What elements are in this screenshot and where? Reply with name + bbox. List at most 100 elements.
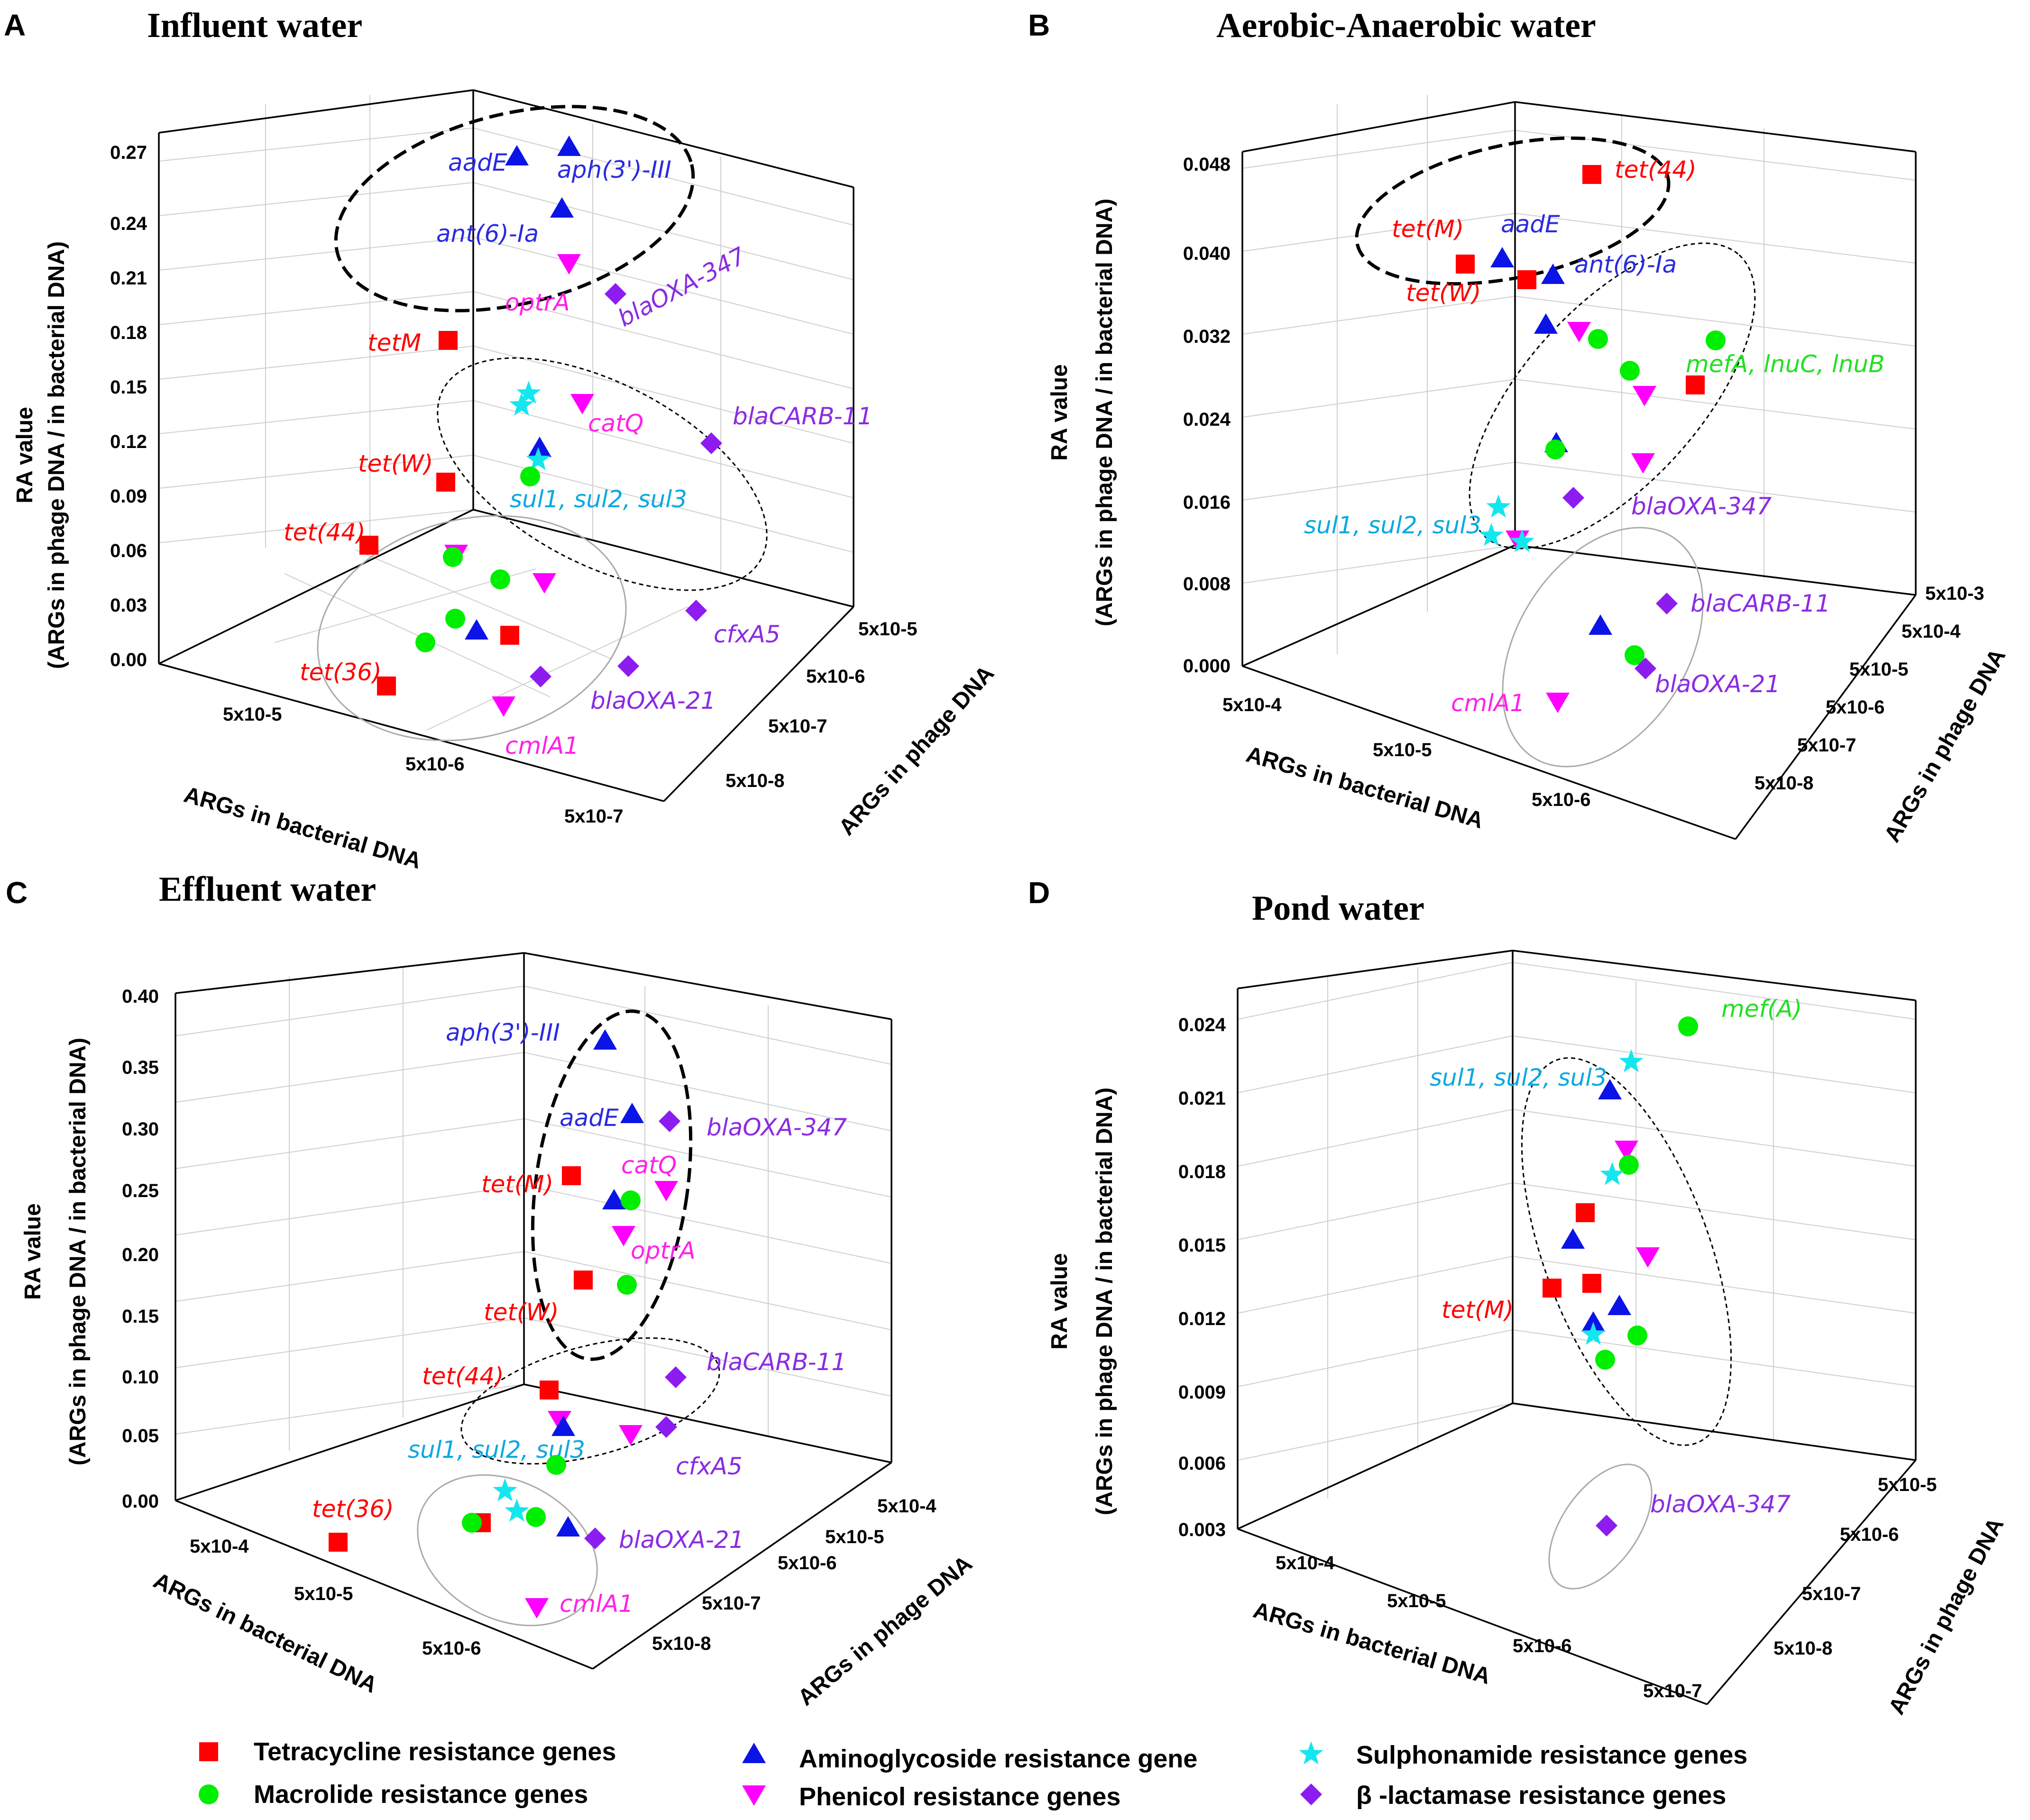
gene-label: sul1, sul2, sul3	[1304, 512, 1481, 539]
panel-d-grid	[1237, 962, 1916, 1498]
legend-label: Sulphonamide resistance genes	[1356, 1741, 1747, 1769]
z-axis-label: RA value	[12, 407, 37, 503]
gene-label: tet(W)	[1406, 279, 1481, 307]
gene-label: blaOXA-21	[590, 687, 716, 714]
panel-d-z-ticks: 0.003 0.006 0.009 0.012 0.015 0.018 0.02…	[1178, 1015, 1226, 1540]
marker	[528, 437, 551, 457]
legend-marker	[1299, 1741, 1323, 1765]
marker	[1561, 1228, 1585, 1249]
y-axis-label: ARGs in phage DNA	[834, 661, 999, 840]
panel-a-letter: A	[4, 8, 26, 42]
z-tick: 0.09	[110, 486, 147, 507]
z-tick: 0.40	[122, 986, 159, 1007]
z-tick: 0.30	[122, 1119, 159, 1140]
z-axis-label-2: (ARGs in phage DNA / in bacterial DNA)	[44, 241, 69, 669]
marker	[1567, 322, 1591, 342]
z-tick: 0.009	[1178, 1382, 1226, 1403]
marker	[493, 1478, 517, 1501]
z-tick: 0.000	[1183, 656, 1231, 677]
gene-label: cmlA1	[560, 1590, 634, 1618]
marker	[1546, 693, 1570, 713]
x-tick: 5x10-6	[1513, 1636, 1572, 1656]
marker	[359, 536, 378, 555]
marker	[574, 1271, 593, 1290]
marker	[612, 1226, 635, 1246]
panel-a-z-ticks: 0.00 0.03 0.06 0.09 0.12 0.15 0.18 0.21 …	[110, 142, 147, 670]
gene-label: cmlA1	[505, 732, 579, 759]
panel-b-frame	[1241, 101, 1917, 840]
gene-label: cfxA5	[714, 621, 781, 648]
marker	[685, 600, 707, 622]
marker	[462, 1513, 482, 1533]
panel-b-gene-labels: tet(44) tet(M) aadE tet(W) ant(6)-Ia mef…	[1304, 156, 1885, 717]
marker	[1581, 1322, 1606, 1345]
panel-b-y-ticks: 5x10-8 5x10-7 5x10-6 5x10-5 5x10-4 5x10-…	[1754, 583, 1984, 794]
z-tick: 0.06	[110, 540, 147, 561]
marker	[1510, 529, 1534, 552]
marker	[329, 1533, 348, 1552]
marker	[1582, 165, 1601, 184]
marker	[526, 1507, 546, 1527]
y-tick: 5x10-7	[768, 716, 827, 737]
marker	[439, 331, 458, 350]
z-tick: 0.24	[110, 213, 147, 234]
marker	[621, 1190, 641, 1210]
z-tick: 0.05	[122, 1426, 159, 1446]
marker	[557, 136, 581, 156]
z-tick: 0.00	[122, 1491, 159, 1512]
marker	[602, 1189, 626, 1209]
marker	[1678, 1016, 1698, 1036]
marker	[665, 1366, 687, 1388]
legend-item-phenicol: Phenicol resistance genes	[742, 1783, 1121, 1811]
marker	[1619, 1049, 1644, 1072]
marker	[617, 655, 639, 677]
panel-d-y-ticks: 5x10-8 5x10-7 5x10-6 5x10-5	[1773, 1474, 1937, 1659]
thin-cluster	[1502, 527, 1704, 768]
marker	[1490, 247, 1514, 267]
gene-label: tet(36)	[312, 1495, 394, 1523]
marker	[654, 1181, 678, 1201]
marker	[1596, 1515, 1617, 1536]
z-axis-label-2: (ARGs in phage DNA / in bacterial DNA)	[1092, 199, 1117, 626]
z-tick: 0.003	[1178, 1519, 1226, 1540]
panel-b-z-ticks: 0.000 0.008 0.016 0.024 0.032 0.040 0.04…	[1183, 154, 1231, 677]
gene-label: tetM	[367, 329, 421, 357]
marker	[509, 393, 534, 416]
thin-cluster	[417, 1474, 598, 1627]
gene-label: catQ	[588, 410, 643, 437]
dotted-cluster	[460, 1337, 720, 1465]
panel-a: A Influent water 0.00 0.03 0.06	[4, 6, 999, 874]
marker	[1686, 375, 1705, 394]
panel-c-letter: C	[6, 876, 28, 910]
panel-a-gene-labels: aadE aph(3')-III ant(6)-Ia optrA blaOXA-…	[284, 149, 873, 759]
dotted-cluster	[1469, 242, 1756, 549]
x-tick: 5x10-6	[405, 754, 465, 775]
marker	[1589, 614, 1612, 635]
marker	[436, 473, 455, 492]
legend-marker	[199, 1784, 219, 1804]
dashed-cluster	[334, 105, 695, 312]
panel-c-z-ticks: 0.00 0.05 0.10 0.15 0.20 0.25 0.30 0.35 …	[122, 986, 159, 1512]
panel-b-x-ticks: 5x10-4 5x10-5 5x10-6	[1222, 695, 1591, 810]
marker	[540, 1381, 559, 1399]
z-axis-label: RA value	[20, 1203, 46, 1300]
marker	[619, 1425, 643, 1445]
marker	[1582, 1274, 1601, 1293]
marker	[1576, 1203, 1595, 1222]
marker	[1607, 1295, 1631, 1315]
x-tick: 5x10-5	[294, 1583, 353, 1604]
gene-label: tet(M)	[481, 1171, 553, 1198]
legend-item-macrolide: Macrolide resistance genes	[199, 1780, 588, 1809]
marker	[584, 1527, 606, 1549]
marker	[1620, 361, 1640, 381]
marker	[526, 447, 551, 470]
z-tick: 0.024	[1183, 409, 1231, 430]
x-tick: 5x10-5	[1387, 1591, 1446, 1611]
y-tick: 5x10-7	[1802, 1583, 1861, 1604]
panel-a-frame	[158, 89, 854, 802]
marker	[1545, 439, 1565, 459]
legend: Tetracycline resistance genes Macrolide …	[199, 1738, 1747, 1811]
marker	[655, 1416, 677, 1438]
panel-d-x-ticks: 5x10-4 5x10-5 5x10-6 5x10-7	[1276, 1553, 1702, 1701]
gene-label: tet(44)	[284, 519, 366, 546]
